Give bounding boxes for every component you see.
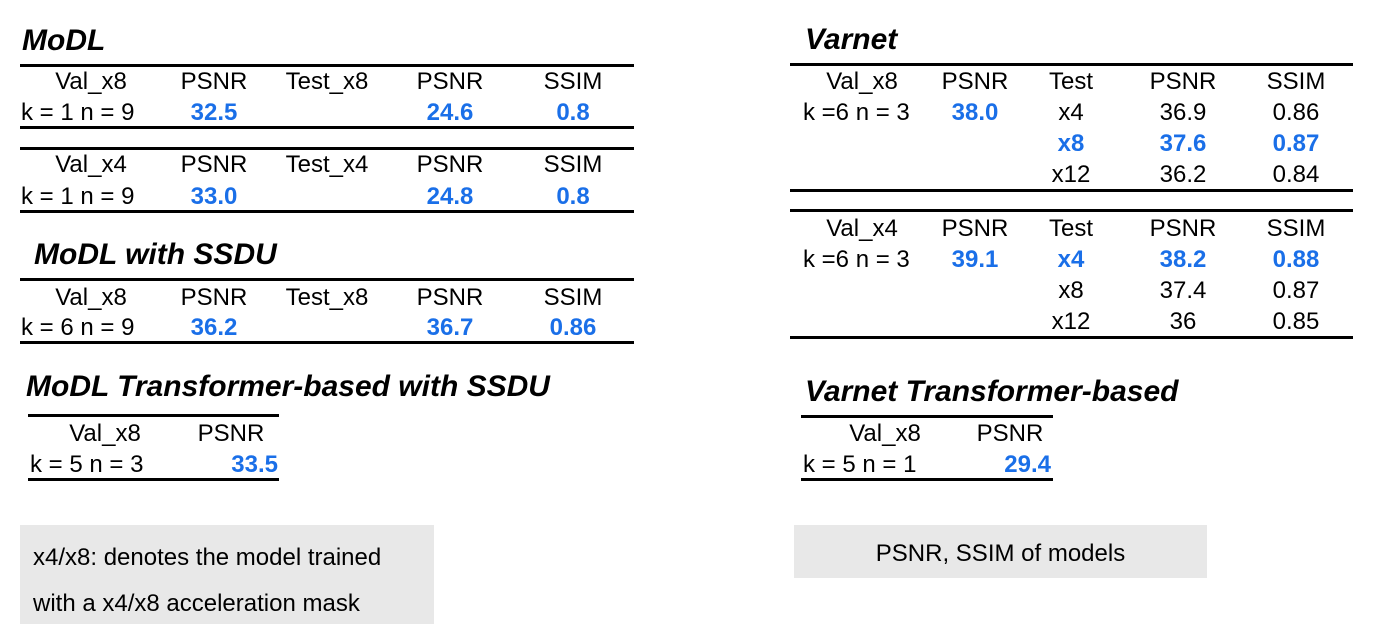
varnet-transformer-title: Varnet Transformer-based [805,375,1179,408]
legend-note: x4/x8: denotes the model trained with a … [20,525,434,624]
header-ssim: SSIM [1266,215,1326,242]
table-bottom-rule [28,478,279,481]
ssim-value: 0.86 [1272,99,1320,126]
header-psnr: PSNR [941,68,1009,95]
header-psnr: PSNR [976,420,1044,447]
row-params: k =6 n = 3 [803,246,910,273]
table-bottom-rule [801,478,1053,481]
table-top-rule [790,209,1353,212]
ssim-value: 0.87 [1272,130,1320,157]
ssim-value: 0.8 [556,183,590,210]
header-psnr: PSNR [416,68,484,95]
row-params: k = 1 n = 9 [21,99,135,126]
table-bottom-rule [790,189,1353,192]
test-psnr-value: 36.9 [1159,99,1207,126]
header-test: Test [1048,215,1094,242]
note-line: with a x4/x8 acceleration mask [33,590,360,617]
header-test: Test_x8 [285,284,369,311]
table-top-rule [801,415,1053,418]
test-psnr-value: 37.4 [1159,277,1207,304]
test-psnr-value: 36 [1169,308,1197,335]
header-psnr: PSNR [197,420,265,447]
header-psnr: PSNR [941,215,1009,242]
test-label: x8 [1057,130,1085,157]
val-psnr-value: 29.4 [1004,451,1051,478]
row-params: k = 5 n = 3 [30,451,144,478]
header-psnr: PSNR [416,284,484,311]
test-label: x12 [1051,308,1091,335]
test-psnr-value: 37.6 [1159,130,1207,157]
header-val: Val_x4 [826,215,898,242]
test-psnr-value: 36.7 [426,314,474,341]
header-ssim: SSIM [1266,68,1326,95]
table-top-rule [20,64,634,67]
note-line: x4/x8: denotes the model trained [33,544,382,571]
test-psnr-value: 36.2 [1159,161,1207,188]
val-psnr-value: 39.1 [951,246,999,273]
val-psnr-value: 36.2 [190,314,238,341]
header-psnr: PSNR [1149,215,1217,242]
test-psnr-value: 24.6 [426,99,474,126]
header-ssim: SSIM [543,68,603,95]
table-bottom-rule [20,210,634,213]
test-label: x8 [1058,277,1084,304]
test-psnr-value: 24.8 [426,183,474,210]
modl-transformer-title: MoDL Transformer-based with SSDU [26,370,550,403]
table-top-rule [20,278,634,281]
header-psnr: PSNR [416,151,484,178]
caption-text: PSNR, SSIM of models [875,540,1126,567]
modl-ssdu-title: MoDL with SSDU [34,238,277,271]
header-val: Val_x8 [826,68,898,95]
val-psnr-value: 32.5 [190,99,238,126]
header-val: Val_x4 [55,151,127,178]
test-label: x4 [1057,246,1085,273]
table-bottom-rule [20,126,634,129]
test-label: x12 [1051,161,1091,188]
table-top-rule [28,414,279,417]
header-test: Test_x4 [285,151,369,178]
header-psnr: PSNR [180,284,248,311]
header-ssim: SSIM [543,151,603,178]
header-val: Val_x8 [849,420,921,447]
ssim-value: 0.84 [1272,161,1320,188]
row-params: k = 6 n = 9 [21,314,135,341]
ssim-value: 0.86 [549,314,597,341]
val-psnr-value: 33.5 [231,451,278,478]
ssim-value: 0.8 [556,99,590,126]
val-psnr-value: 38.0 [951,99,999,126]
modl-title: MoDL [22,24,106,57]
header-psnr: PSNR [180,151,248,178]
header-val: Val_x8 [55,68,127,95]
caption-note: PSNR, SSIM of models [794,525,1207,578]
header-ssim: SSIM [543,284,603,311]
header-test: Test [1048,68,1094,95]
header-psnr: PSNR [180,68,248,95]
row-params: k =6 n = 3 [803,99,910,126]
row-params: k = 1 n = 9 [21,183,135,210]
ssim-value: 0.85 [1272,308,1320,335]
test-psnr-value: 38.2 [1159,246,1207,273]
ssim-value: 0.87 [1272,277,1320,304]
table-top-rule [20,147,634,150]
test-label: x4 [1058,99,1084,126]
header-psnr: PSNR [1149,68,1217,95]
ssim-value: 0.88 [1272,246,1320,273]
table-bottom-rule [790,336,1353,339]
header-val: Val_x8 [55,284,127,311]
val-psnr-value: 33.0 [190,183,238,210]
header-val: Val_x8 [69,420,141,447]
table-top-rule [790,63,1353,66]
table-bottom-rule [20,341,634,344]
row-params: k = 5 n = 1 [803,451,917,478]
varnet-title: Varnet [805,23,898,56]
header-test: Test_x8 [285,68,369,95]
